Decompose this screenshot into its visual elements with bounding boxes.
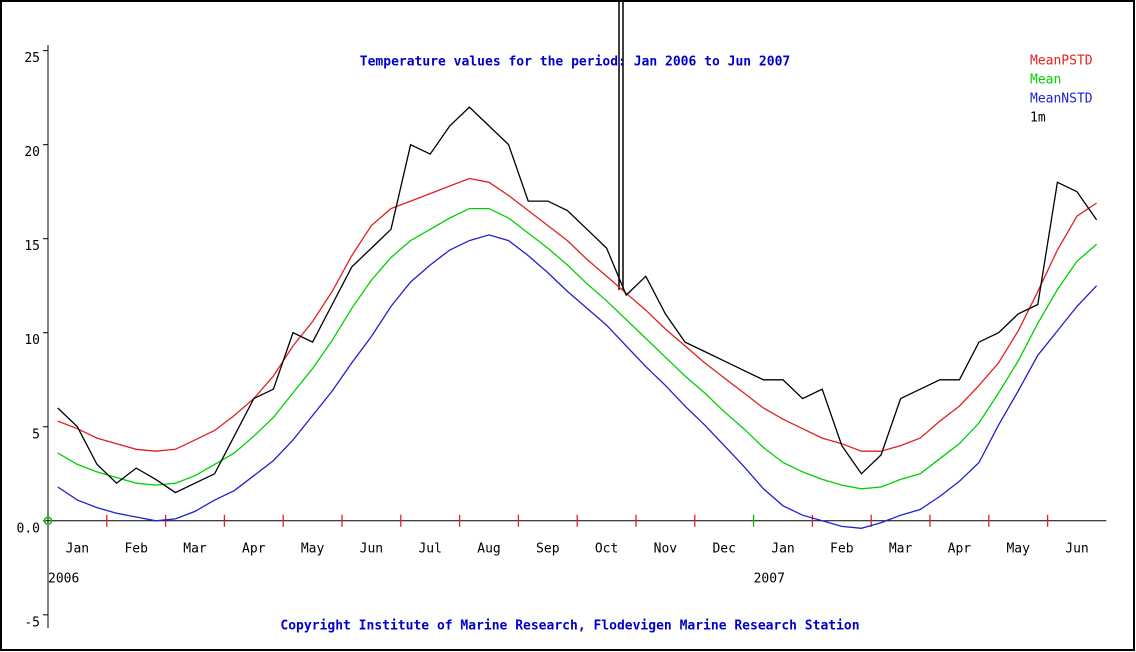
- x-tick-label: Apr: [948, 541, 972, 556]
- y-tick-label: 0.0: [17, 521, 40, 536]
- x-tick-label: Sep: [536, 541, 560, 556]
- legend-entry: 1m: [1030, 111, 1046, 126]
- footer: Copyright Institute of Marine Research, …: [280, 619, 859, 634]
- x-tick-label: Mar: [183, 541, 207, 556]
- x-tick-label: Aug: [477, 541, 500, 556]
- series-line: [57, 234, 1098, 529]
- legend-entry: MeanPSTD: [1030, 54, 1093, 69]
- chart-title: Temperature values for the period: Jan 2…: [360, 55, 790, 70]
- legend-entry: MeanNSTD: [1030, 92, 1093, 107]
- year-label: 2006: [48, 571, 79, 586]
- x-tick-label: Feb: [830, 541, 854, 556]
- x-tick-label: Jul: [418, 541, 441, 556]
- y-tick-label: 10: [24, 333, 40, 348]
- y-tick-label: 25: [24, 51, 40, 66]
- series-line: [57, 177, 1097, 452]
- origin-marker: [43, 516, 53, 526]
- x-tick-label: Feb: [124, 541, 148, 556]
- x-tick-label: Jun: [1065, 541, 1088, 556]
- x-tick-label: Jan: [66, 541, 89, 556]
- y-tick-label: 5: [32, 427, 40, 442]
- series-line: [57, 106, 1098, 494]
- y-tick-label: 20: [24, 145, 40, 160]
- x-tick-label: May: [1006, 541, 1030, 556]
- year-label: 2007: [754, 571, 785, 586]
- legend-entry: Mean: [1030, 73, 1061, 88]
- x-tick-label: May: [301, 541, 325, 556]
- x-tick-label: Oct: [595, 541, 618, 556]
- x-tick-label: Mar: [889, 541, 913, 556]
- x-tick-label: Nov: [654, 541, 678, 556]
- x-tick-label: Jun: [360, 541, 383, 556]
- x-tick-label: Dec: [712, 541, 735, 556]
- y-tick-label: 15: [24, 239, 40, 254]
- x-tick-label: Apr: [242, 541, 266, 556]
- y-tick-label: -5: [24, 615, 40, 630]
- x-tick-label: Jan: [771, 541, 794, 556]
- series-line: [57, 207, 1098, 490]
